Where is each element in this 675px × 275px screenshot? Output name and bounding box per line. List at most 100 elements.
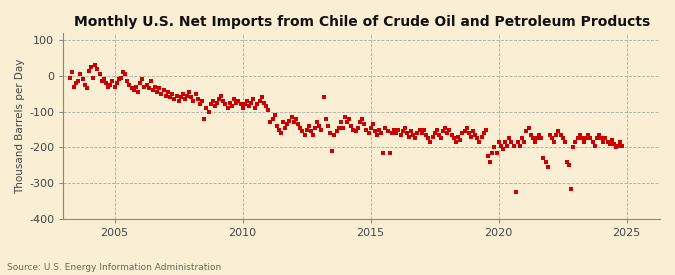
Point: [86, 65, 97, 69]
Point: [340, 115, 350, 119]
Point: [423, 136, 433, 141]
Point: [437, 129, 448, 134]
Point: [143, 86, 154, 90]
Point: [335, 120, 346, 125]
Point: [277, 120, 288, 125]
Point: [126, 86, 137, 90]
Point: [111, 81, 122, 85]
Point: [406, 129, 416, 134]
Point: [549, 140, 560, 144]
Point: [301, 127, 312, 132]
Point: [504, 136, 515, 141]
Point: [500, 140, 510, 144]
Point: [176, 95, 186, 100]
Point: [606, 138, 617, 142]
Point: [418, 127, 429, 132]
Point: [186, 95, 196, 100]
Point: [178, 92, 188, 96]
Point: [213, 97, 224, 101]
Point: [517, 136, 528, 141]
Point: [95, 72, 105, 76]
Point: [521, 129, 532, 134]
Point: [448, 136, 459, 141]
Point: [122, 79, 133, 83]
Point: [374, 127, 385, 132]
Point: [564, 163, 574, 167]
Point: [468, 129, 479, 134]
Point: [211, 100, 222, 105]
Point: [209, 104, 220, 108]
Point: [446, 133, 457, 137]
Point: [99, 77, 109, 82]
Point: [66, 70, 77, 75]
Point: [346, 124, 357, 128]
Point: [250, 106, 261, 110]
Point: [485, 160, 495, 164]
Point: [476, 134, 487, 139]
Point: [115, 75, 126, 80]
Point: [457, 131, 468, 135]
Point: [491, 151, 502, 155]
Point: [156, 92, 167, 96]
Point: [435, 136, 446, 141]
Point: [442, 131, 453, 135]
Point: [487, 151, 497, 155]
Point: [284, 119, 295, 123]
Point: [288, 120, 299, 125]
Point: [79, 82, 90, 87]
Point: [534, 133, 545, 137]
Point: [316, 127, 327, 132]
Point: [538, 156, 549, 160]
Point: [495, 144, 506, 148]
Point: [547, 136, 558, 141]
Point: [433, 133, 444, 137]
Point: [512, 140, 523, 144]
Point: [312, 120, 323, 125]
Point: [378, 151, 389, 155]
Point: [150, 84, 161, 89]
Point: [463, 131, 474, 135]
Point: [444, 127, 455, 132]
Point: [395, 133, 406, 137]
Point: [167, 92, 178, 96]
Point: [359, 122, 370, 127]
Point: [229, 97, 240, 101]
Point: [591, 136, 602, 141]
Point: [182, 93, 192, 98]
Point: [205, 102, 216, 107]
Point: [385, 151, 396, 155]
Point: [593, 133, 604, 137]
Point: [370, 129, 381, 134]
Point: [440, 126, 451, 130]
Point: [117, 70, 128, 75]
Point: [570, 140, 581, 144]
Point: [265, 120, 275, 125]
Point: [308, 133, 319, 137]
Point: [256, 95, 267, 100]
Point: [246, 100, 256, 105]
Point: [572, 136, 583, 141]
Point: [604, 142, 615, 146]
Point: [242, 99, 252, 103]
Point: [461, 126, 472, 130]
Point: [497, 147, 508, 152]
Point: [325, 131, 335, 135]
Point: [244, 104, 254, 108]
Point: [470, 133, 481, 137]
Point: [135, 81, 146, 85]
Point: [333, 126, 344, 130]
Point: [402, 131, 412, 135]
Point: [459, 129, 470, 134]
Point: [295, 126, 306, 130]
Point: [578, 140, 589, 144]
Point: [161, 93, 171, 98]
Point: [506, 140, 517, 144]
Point: [350, 129, 361, 134]
Point: [329, 133, 340, 137]
Point: [367, 122, 378, 127]
Point: [416, 131, 427, 135]
Point: [184, 90, 194, 94]
Point: [109, 84, 120, 89]
Point: [321, 117, 331, 121]
Point: [282, 122, 293, 127]
